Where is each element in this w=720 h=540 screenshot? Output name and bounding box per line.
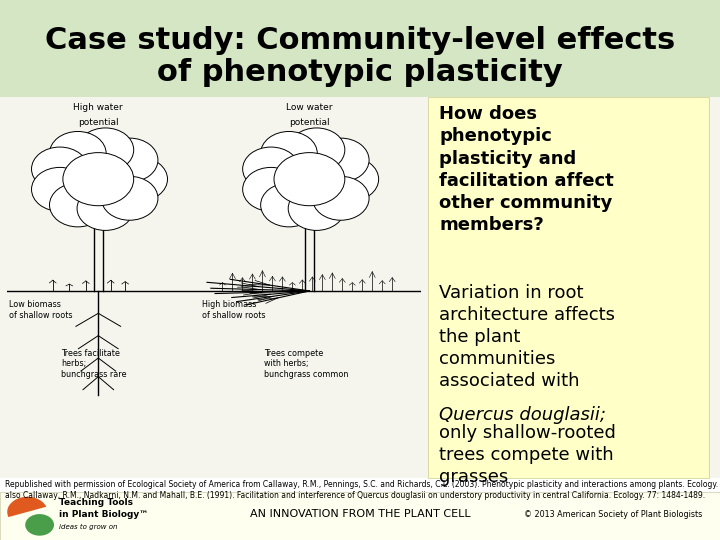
Text: Low biomass
of shallow roots: Low biomass of shallow roots [9, 300, 73, 320]
Text: potential: potential [289, 118, 330, 127]
Ellipse shape [274, 153, 345, 206]
Text: potential: potential [78, 118, 119, 127]
Ellipse shape [288, 186, 345, 231]
Ellipse shape [102, 177, 158, 220]
Text: of phenotypic plasticity: of phenotypic plasticity [157, 58, 563, 87]
FancyBboxPatch shape [0, 97, 720, 478]
Ellipse shape [243, 167, 300, 211]
Text: Quercus douglasii;: Quercus douglasii; [439, 406, 606, 424]
Ellipse shape [50, 131, 106, 176]
Ellipse shape [63, 153, 134, 206]
FancyBboxPatch shape [428, 97, 709, 478]
Ellipse shape [261, 183, 318, 227]
Ellipse shape [50, 183, 106, 227]
Ellipse shape [32, 167, 88, 211]
Text: Low water: Low water [286, 103, 333, 112]
Ellipse shape [111, 157, 168, 201]
Circle shape [25, 514, 54, 536]
Text: Trees compete
with herbs;
bunchgrass common: Trees compete with herbs; bunchgrass com… [264, 349, 348, 379]
Text: AN INNOVATION FROM THE PLANT CELL: AN INNOVATION FROM THE PLANT CELL [250, 509, 470, 519]
Text: How does
phenotypic
plasticity and
facilitation affect
other community
members?: How does phenotypic plasticity and facil… [439, 105, 614, 234]
Text: only shallow-rooted
trees compete with
grasses: only shallow-rooted trees compete with g… [439, 424, 616, 487]
Text: ideas to grow on: ideas to grow on [59, 524, 117, 530]
Ellipse shape [312, 138, 369, 182]
FancyBboxPatch shape [0, 0, 720, 97]
Ellipse shape [77, 186, 134, 231]
Ellipse shape [77, 128, 134, 172]
Ellipse shape [312, 177, 369, 220]
Ellipse shape [288, 128, 345, 172]
Text: Case study: Community-level effects: Case study: Community-level effects [45, 26, 675, 55]
Text: High biomass
of shallow roots: High biomass of shallow roots [202, 300, 265, 320]
Text: Republished with permission of Ecological Society of America from Callaway, R.M.: Republished with permission of Ecologica… [5, 480, 720, 500]
Text: Trees facilitate
herbs;
bunchgrass rare: Trees facilitate herbs; bunchgrass rare [61, 349, 127, 379]
FancyBboxPatch shape [0, 492, 720, 540]
Text: © 2013 American Society of Plant Biologists: © 2013 American Society of Plant Biologi… [523, 510, 702, 518]
Wedge shape [7, 497, 46, 517]
Text: in Plant Biology™: in Plant Biology™ [59, 510, 148, 519]
Ellipse shape [322, 157, 379, 201]
Text: Teaching Tools: Teaching Tools [59, 498, 133, 507]
Ellipse shape [102, 138, 158, 182]
Ellipse shape [261, 131, 318, 176]
Text: Variation in root
architecture affects
the plant
communities
associated with: Variation in root architecture affects t… [439, 284, 615, 413]
Text: High water: High water [73, 103, 123, 112]
Ellipse shape [32, 147, 88, 191]
Ellipse shape [243, 147, 300, 191]
